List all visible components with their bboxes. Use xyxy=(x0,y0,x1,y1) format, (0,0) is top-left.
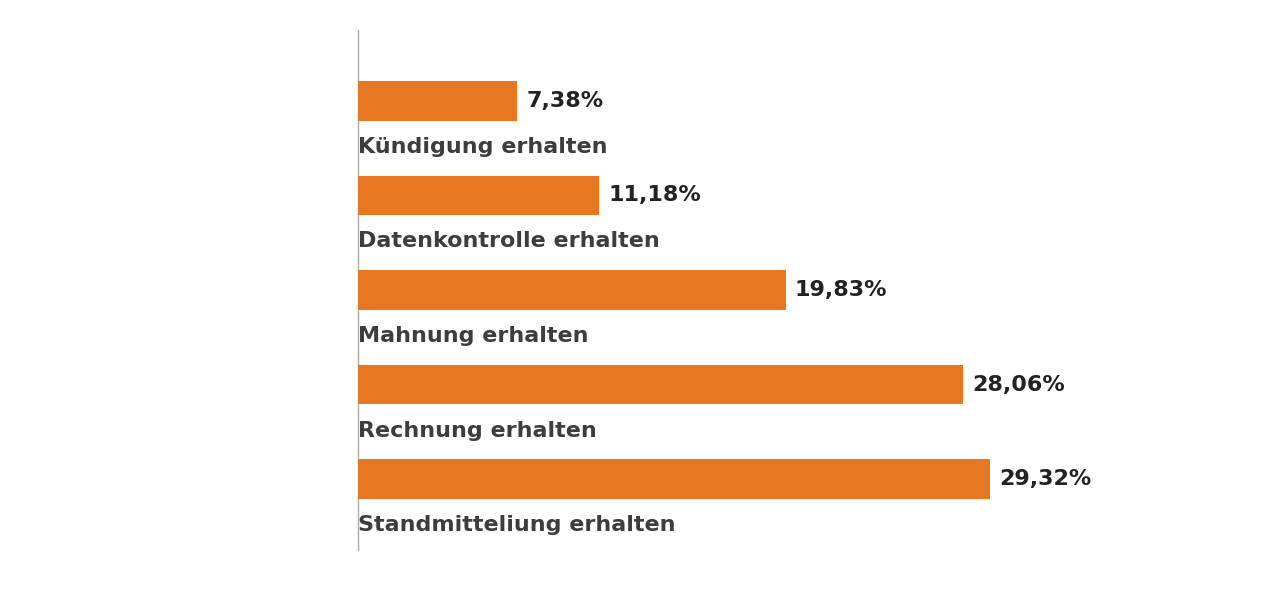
Bar xyxy=(358,176,599,215)
Text: 19,83%: 19,83% xyxy=(795,280,887,300)
Text: Rechnung erhalten: Rechnung erhalten xyxy=(358,420,598,441)
Text: Kündigung erhalten: Kündigung erhalten xyxy=(358,137,608,157)
Text: 28,06%: 28,06% xyxy=(972,374,1065,395)
Text: 29,32%: 29,32% xyxy=(1000,469,1092,489)
Bar xyxy=(358,459,991,499)
Bar xyxy=(358,365,964,404)
Bar xyxy=(358,81,517,121)
Text: 7,38%: 7,38% xyxy=(526,91,603,111)
Bar xyxy=(358,270,786,310)
Text: Standmitteliung erhalten: Standmitteliung erhalten xyxy=(358,515,676,535)
Text: 11,18%: 11,18% xyxy=(608,185,700,206)
Text: Datenkontrolle erhalten: Datenkontrolle erhalten xyxy=(358,231,660,251)
Text: Mahnung erhalten: Mahnung erhalten xyxy=(358,326,589,346)
